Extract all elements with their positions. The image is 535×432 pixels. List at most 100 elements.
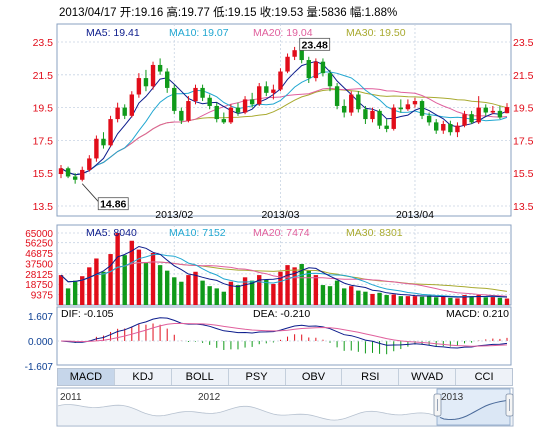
candle-up [129, 94, 134, 116]
volume-bar-up [476, 295, 481, 305]
tab-psy[interactable]: PSY [229, 369, 286, 385]
candle-up [115, 107, 120, 120]
macd-legend: MACD: 0.210 [446, 308, 509, 320]
candle-up [87, 158, 92, 170]
candle-down [214, 105, 219, 120]
volume-bar-up [292, 267, 297, 305]
navigator-year-label: 2013 [441, 392, 464, 403]
candle-up [462, 114, 467, 126]
volume-bar-up [129, 240, 134, 305]
volume-tick-label: 37500 [25, 259, 53, 270]
price-moving-averages [60, 60, 508, 176]
price-tick-label-right: 13.5 [513, 201, 534, 213]
price-tick-label-right: 21.5 [513, 70, 534, 82]
candle-down [200, 87, 205, 98]
candle-up [370, 110, 375, 120]
tab-kdj[interactable]: KDJ [115, 369, 172, 385]
annotation-label: 14.86 [100, 199, 126, 211]
volume-bar-up [80, 276, 85, 305]
candle-up [186, 101, 191, 121]
price-tick-label-left: 17.5 [33, 135, 54, 147]
dif-line [60, 317, 508, 349]
volume-bar-down [497, 297, 503, 305]
volume-bar-up [115, 233, 120, 305]
candle-down [207, 97, 212, 106]
candle-down [398, 107, 404, 110]
candle-up [292, 50, 297, 57]
price-legend: MA5: 19.41 MA10: 19.07 MA20: 19.04 MA30: 19… [86, 27, 406, 39]
volume-bar-up [349, 286, 354, 305]
candle-up [228, 107, 234, 123]
volume-bar-up [462, 295, 467, 305]
price-gridlines [57, 24, 511, 216]
volume-bar-up [136, 249, 142, 305]
volume-legend: MA5: 8040 MA10: 7152 MA20: 7474 MA30: 8301 [86, 227, 403, 239]
volume-bar-down [157, 265, 163, 305]
volume-bar-down [122, 255, 127, 305]
candle-down [179, 110, 184, 121]
candle-up [504, 107, 510, 114]
annotation-leader [81, 183, 101, 204]
volume-bar-up [228, 281, 234, 305]
candle-up [136, 78, 142, 95]
tab-wvad[interactable]: WVAD [399, 369, 457, 385]
macd-legend: DIF: -0.105 DEA: -0.210 MACD: 0.210 [61, 308, 509, 320]
candle-up [349, 94, 354, 113]
macd-tick-label: -1.607 [25, 362, 54, 373]
volume-bar-down [264, 279, 269, 305]
candle-down [172, 87, 177, 111]
volume-bar-down [172, 277, 177, 305]
navigator-year-label: 2011 [60, 392, 82, 403]
volume-bar-down [363, 291, 368, 305]
volume-legend-ma10: MA10: 7152 [169, 227, 226, 239]
candle-down [497, 110, 503, 118]
candle-down [72, 176, 78, 180]
tab-cci[interactable]: CCI [474, 371, 494, 383]
volume-bar-up [441, 296, 446, 305]
candle-up [441, 124, 446, 131]
dea-legend: DEA: -0.210 [253, 308, 310, 320]
price-tick-label-right: 17.5 [513, 135, 534, 147]
candle-down [143, 78, 149, 87]
candle-down [377, 110, 382, 126]
candlestick-series [58, 42, 510, 184]
annotation-label: 23.48 [302, 39, 328, 51]
price-tick-label-left: 23.5 [33, 37, 54, 49]
vol-ma10-line [60, 253, 508, 298]
macd-tick-label: 1.607 [28, 312, 53, 323]
volume-bar-up [504, 298, 510, 305]
volume-bar-down [384, 295, 389, 305]
candle-up [242, 99, 248, 113]
tab-rsi[interactable]: RSI [342, 369, 400, 385]
ma10-line [60, 71, 508, 176]
tab-obv[interactable]: OBV [286, 369, 343, 385]
price-tick-label-right: 19.5 [513, 103, 534, 115]
tab-boll[interactable]: BOLL [172, 369, 229, 385]
candle-down [356, 94, 361, 110]
candle-down [235, 107, 241, 113]
date-label: 2013/04 [396, 209, 434, 221]
volume-bar-down [398, 296, 404, 305]
candle-down [264, 86, 269, 93]
price-legend-ma20: MA20: 19.04 [253, 27, 313, 39]
price-axis-left: 23.5 21.5 19.5 17.5 15.5 13.5 [33, 37, 54, 213]
volume-bar-down [143, 262, 149, 305]
annotation-box [97, 197, 129, 211]
volume-bar-down [426, 295, 432, 305]
candle-up [490, 110, 496, 113]
candle-down [363, 109, 368, 120]
volume-bar-down [320, 285, 326, 305]
tab-macd[interactable]: MACD [58, 369, 115, 385]
candle-up [412, 101, 418, 105]
candle-down [306, 60, 311, 79]
volume-bar-up [455, 298, 460, 305]
ma5-line [60, 60, 508, 176]
dif-legend: DIF: -0.105 [61, 308, 114, 320]
candle-down [221, 119, 227, 123]
ma20-line [60, 87, 508, 176]
candle-down [65, 168, 71, 177]
volume-gridlines [57, 225, 511, 305]
volume-bar-down [356, 290, 361, 305]
volume-tick-label: 56250 [25, 239, 53, 250]
